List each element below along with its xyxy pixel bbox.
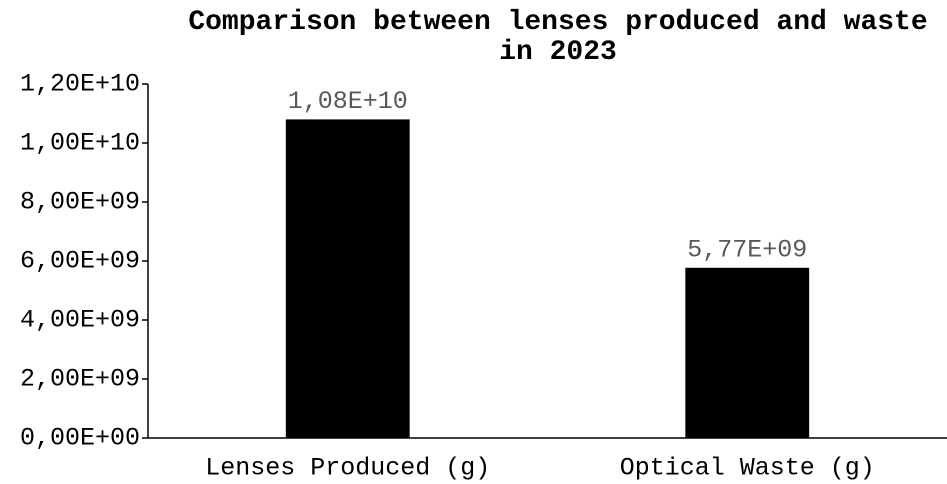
y-tick-label: 1,20E+10 (20, 70, 140, 99)
y-tick-label: 1,00E+10 (20, 129, 140, 158)
x-tick-label: Lenses Produced (g) (205, 454, 490, 483)
bar (285, 119, 410, 439)
y-tick-label: 2,00E+09 (20, 365, 140, 394)
y-tick-label: 6,00E+09 (20, 247, 140, 276)
chart-title: Comparison between lenses produced and w… (188, 7, 928, 68)
y-tick-label: 4,00E+09 (20, 306, 140, 335)
value-label: 1,08E+10 (288, 87, 408, 116)
y-tick-label: 8,00E+09 (20, 188, 140, 217)
bar (685, 267, 810, 438)
y-tick-label: 0,00E+00 (20, 424, 140, 453)
value-label: 5,77E+09 (687, 235, 807, 264)
x-tick-label: Optical Waste (g) (620, 454, 875, 483)
